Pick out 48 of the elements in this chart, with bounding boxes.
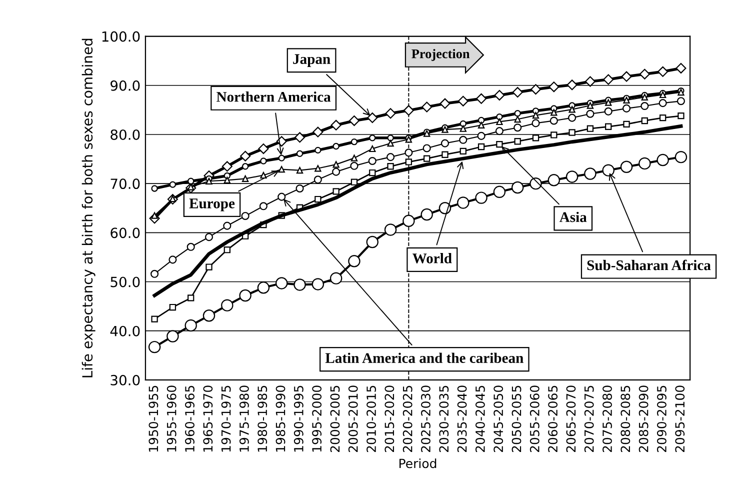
- x-tick-label: 2025-2030: [421, 386, 430, 452]
- x-tick-label: 2080-2085: [620, 386, 630, 452]
- x-tick-label: 2045-2050: [494, 386, 504, 452]
- x-tick-label: 1955-1960: [166, 386, 176, 452]
- text: Sub-Saharan Africa: [587, 260, 711, 270]
- y-tick-label: 90.0: [110, 80, 140, 91]
- y-tick-label: 30.0: [110, 374, 140, 386]
- x-tick-label: 2040-2045: [475, 386, 485, 452]
- x-tick-label: 2070-2075: [584, 386, 594, 452]
- x-tick-label: 2090-2095: [656, 386, 666, 452]
- series-label: Europe: [189, 198, 235, 212]
- x-tick-label: 2020-2025: [402, 386, 412, 452]
- x-tick-label: 1970-1975: [221, 386, 231, 452]
- x-tick-label: 2010-2015: [366, 386, 376, 452]
- x-tick-label: 1995-2000: [312, 386, 322, 452]
- x-tick-label: 2060-2065: [548, 386, 558, 452]
- y-tick-label: 100.0: [102, 31, 140, 42]
- text: World: [412, 253, 452, 264]
- text: Northern America: [216, 92, 331, 102]
- x-tick-label: 1960-1965: [185, 386, 194, 452]
- y-tick-label: 70.0: [110, 178, 140, 190]
- x-tick-label: 2055-2060: [530, 386, 540, 452]
- ref-line-label: Projection: [412, 48, 470, 61]
- y-tick-label: 60.0: [110, 228, 140, 238]
- text: Asia: [559, 212, 587, 222]
- text: Latin America and the caribean: [325, 352, 524, 363]
- y-tick-label: 50.0: [110, 276, 140, 288]
- x-tick-label: 2095-2100: [675, 386, 685, 452]
- text: Japan: [293, 54, 330, 67]
- x-tick-label: 2075-2080: [602, 386, 612, 452]
- x-tick-label: 2000-2005: [330, 386, 340, 452]
- x-tick-label: 2065-2070: [566, 386, 576, 452]
- x-tick-label: 2015-2020: [384, 386, 394, 452]
- x-axis-title: Period: [400, 458, 436, 468]
- x-tick-label: 2005-2010: [348, 386, 358, 452]
- y-tick-label: 80.0: [110, 129, 140, 140]
- y-axis-title: Life expectancy at birth for both sexes combined: [82, 38, 96, 378]
- x-tick-label: 2050-2055: [512, 386, 522, 452]
- x-tick-label: 2085-2090: [638, 386, 648, 452]
- x-tick-label: 1975-1980: [239, 386, 249, 452]
- x-tick-label: 1985-1990: [276, 386, 286, 452]
- x-tick-label: 1965-1970: [203, 386, 213, 452]
- x-tick-label: 1990-1995: [294, 386, 304, 452]
- x-tick-label: 1980-1985: [258, 386, 268, 452]
- x-tick-label: 1950-1955: [148, 386, 158, 452]
- x-tick-label: 2035-2040: [457, 386, 467, 452]
- y-tick-label: 40.0: [110, 326, 140, 336]
- x-tick-label: 2030-2035: [439, 386, 449, 452]
